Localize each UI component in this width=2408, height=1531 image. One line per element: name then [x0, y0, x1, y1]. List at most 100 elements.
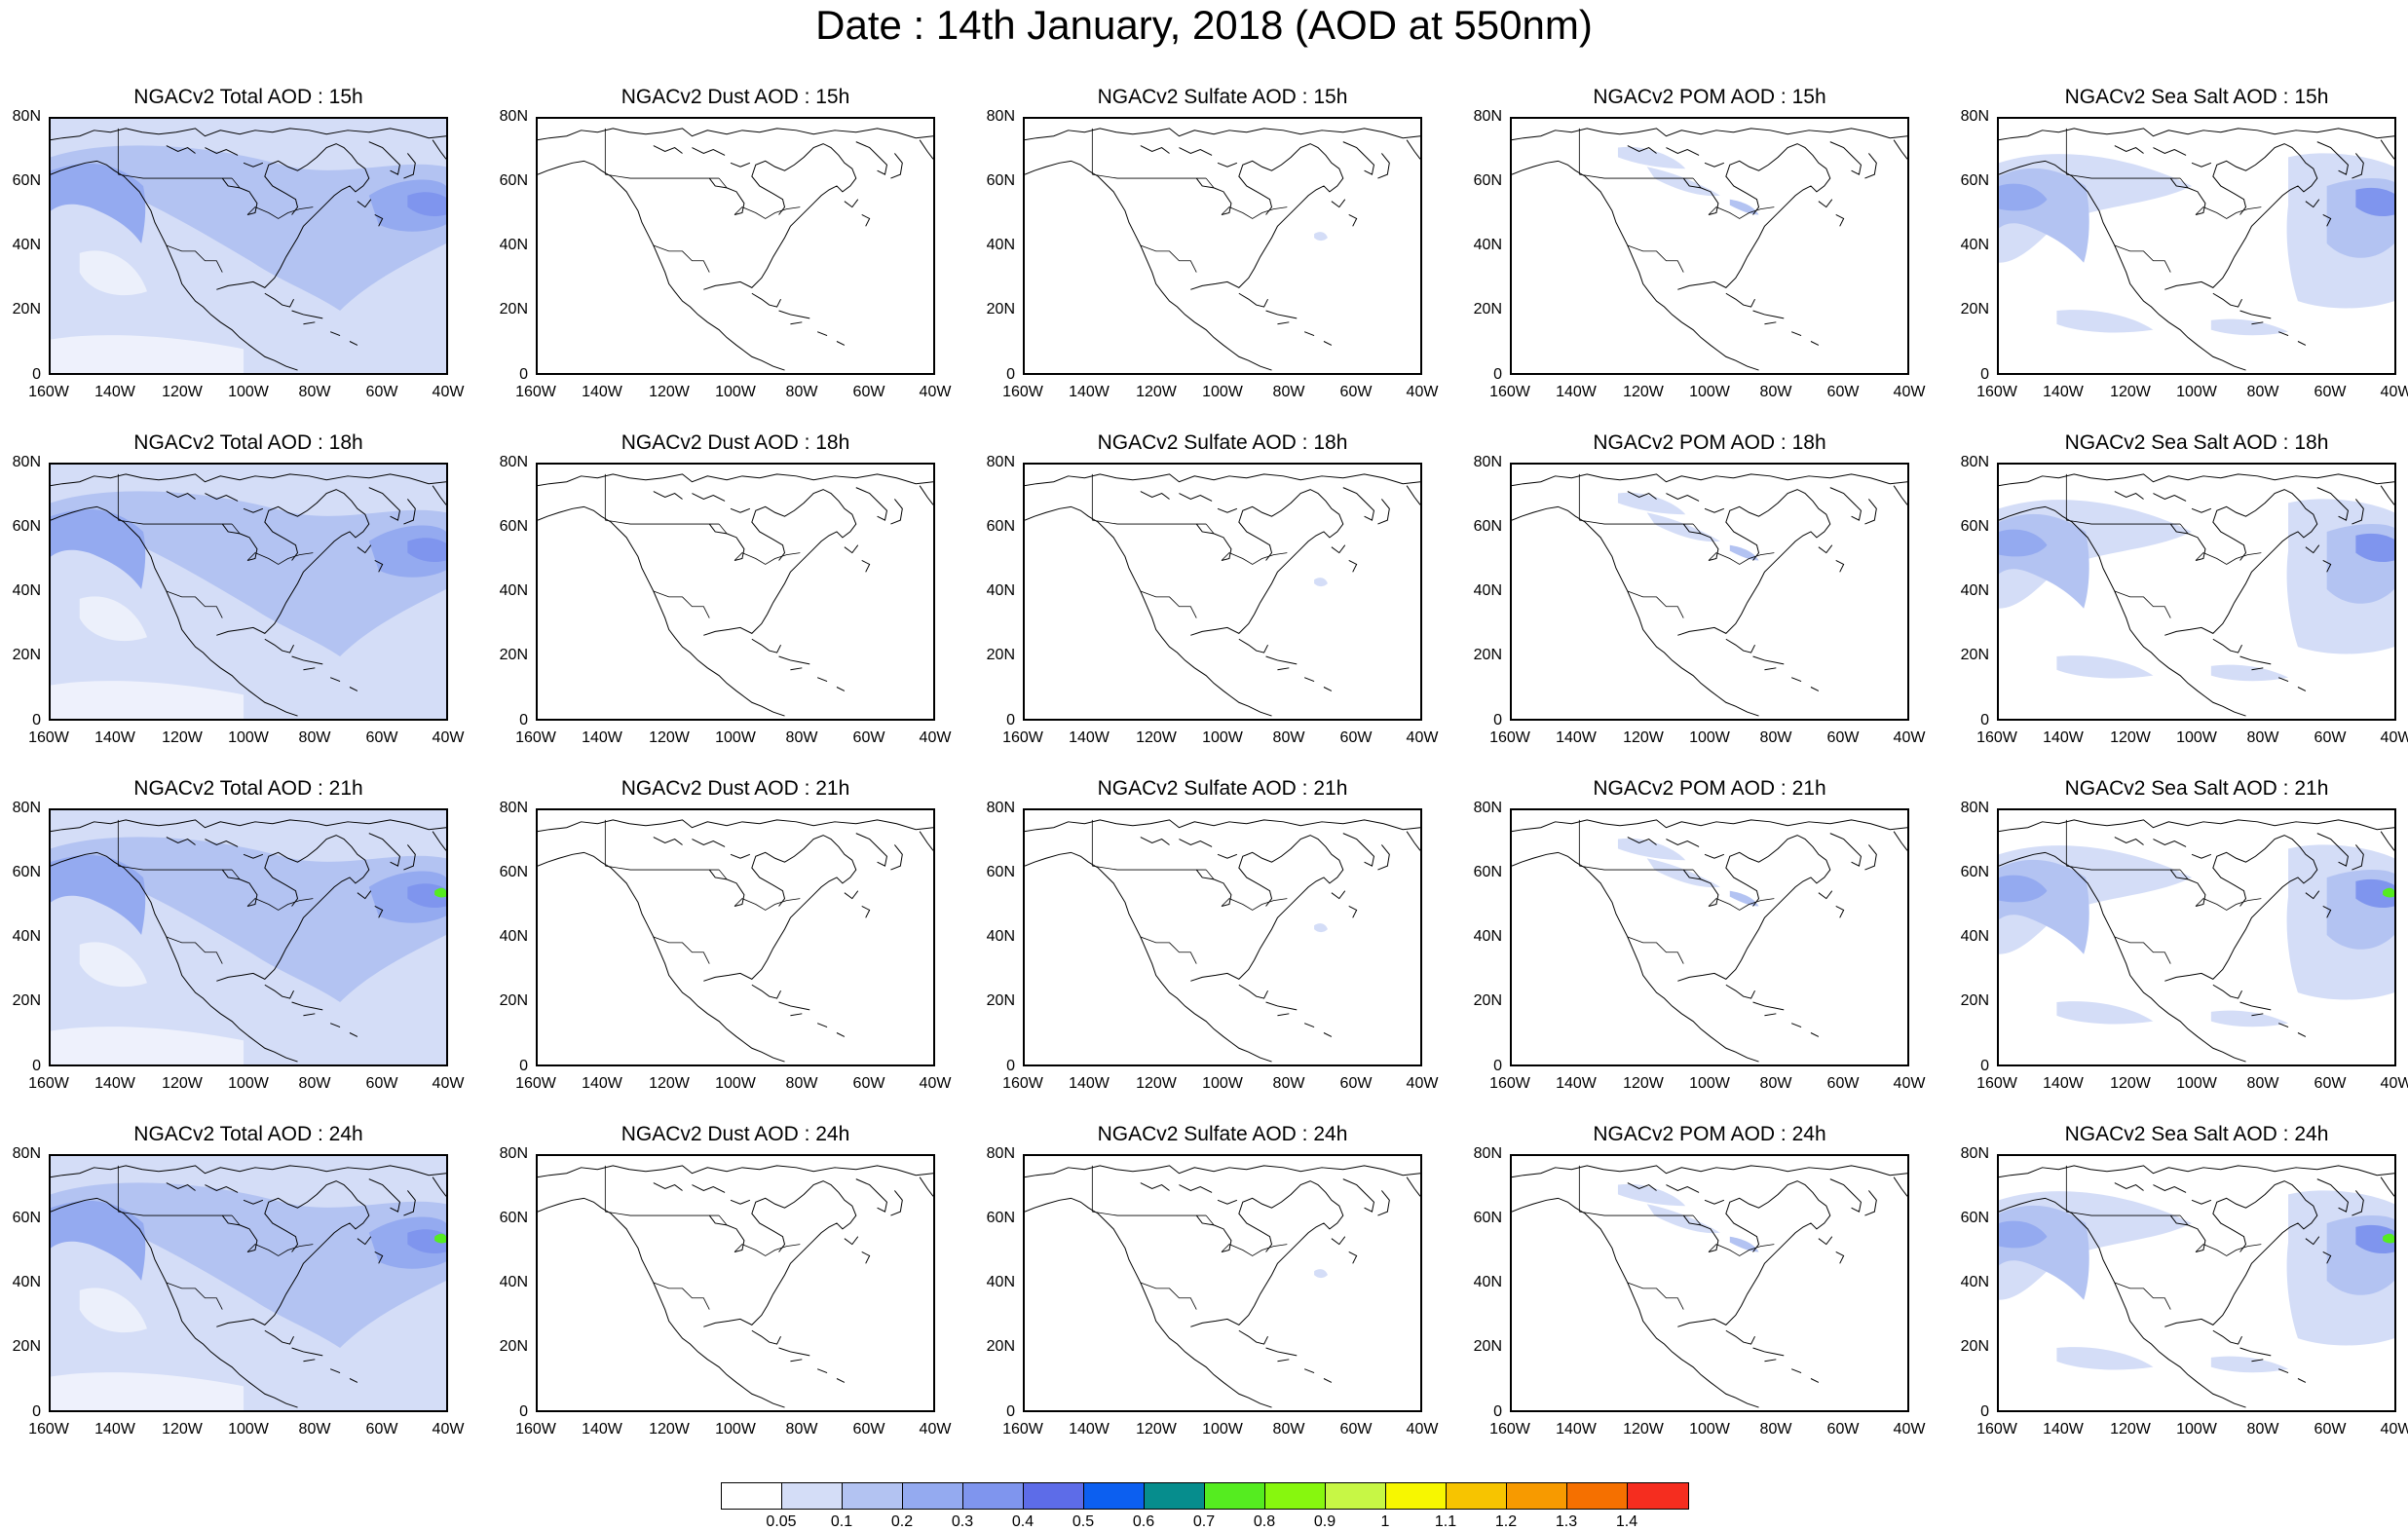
lon-tick-label: 140W: [2043, 384, 2084, 400]
lon-tick-label: 80W: [785, 1075, 818, 1092]
aod-field-map: [1999, 465, 2394, 719]
lon-tick-label: 40W: [1406, 729, 1439, 746]
lat-tick-label: 60N: [1473, 1210, 1502, 1226]
lon-tick-label: 100W: [2176, 729, 2217, 746]
colorbar-label: 0.8: [1253, 1513, 1276, 1530]
lon-tick-label: 160W: [1002, 729, 1043, 746]
lon-tick-label: 100W: [2176, 1421, 2217, 1438]
aod-contour: [51, 1372, 245, 1410]
lon-tick-label: 80W: [1759, 1075, 1792, 1092]
political-border: [2065, 128, 2262, 273]
lon-tick-label: 60W: [852, 1421, 885, 1438]
coastline: [1999, 128, 2394, 371]
aod-contour: [407, 192, 446, 217]
lon-tick-label: 140W: [582, 384, 622, 400]
aod-contour: [1999, 1220, 2048, 1249]
map-plot: [1997, 808, 2396, 1066]
lon-tick-label: 80W: [1759, 729, 1792, 746]
lat-tick-label: 40N: [499, 1274, 528, 1290]
aod-contour: [1617, 492, 1686, 515]
lat-tick-label: 20N: [1473, 647, 1502, 663]
lon-tick-label: 60W: [852, 729, 885, 746]
lat-tick-label: 0: [1980, 1403, 1989, 1420]
lon-tick-label: 120W: [162, 1421, 203, 1438]
lon-tick-label: 100W: [1202, 384, 1243, 400]
aod-field-map: [51, 1156, 446, 1410]
lat-tick-label: 40N: [986, 237, 1015, 253]
aod-contour: [79, 596, 148, 642]
lon-tick-label: 100W: [2176, 384, 2217, 400]
lon-tick-label: 120W: [1136, 729, 1177, 746]
colorbar-swatch: [1265, 1483, 1326, 1509]
map-panel-seasalt-18h: NGACv2 Sea Salt AOD : 18h 80N 60N 40N 20N 0 16…: [1948, 431, 2408, 772]
lon-tick-label: 60W: [365, 729, 398, 746]
colorbar-swatch: [1084, 1483, 1145, 1509]
lat-tick-label: 20N: [986, 301, 1015, 317]
lon-tick-label: 40W: [1406, 1075, 1439, 1092]
colorbar-label: 0.6: [1132, 1513, 1155, 1530]
aod-contour: [2056, 1001, 2154, 1025]
aod-contour: [51, 854, 146, 936]
colorbar-label: 1: [1380, 1513, 1390, 1530]
lon-tick-label: 80W: [2246, 729, 2279, 746]
aod-field-map: [1025, 1165, 1420, 1408]
lon-tick-label: 120W: [2110, 1075, 2151, 1092]
aod-contour: [51, 1200, 146, 1282]
lat-tick-label: 80N: [1473, 1145, 1502, 1162]
aod-contour: [79, 1288, 148, 1333]
lat-tick-label: 60N: [1473, 172, 1502, 189]
map-panel-seasalt-15h: NGACv2 Sea Salt AOD : 15h 80N 60N 40N 20N 0 16…: [1948, 86, 2408, 427]
coastline: [1025, 473, 1420, 717]
lat-tick-label: 20N: [1473, 992, 1502, 1009]
lat-tick-label: 60N: [1960, 518, 1989, 535]
aod-contour: [2355, 1224, 2394, 1254]
lat-tick-label: 60N: [1473, 518, 1502, 535]
political-border: [1091, 128, 1288, 273]
aod-contour: [2210, 664, 2289, 682]
aod-field-map: [1025, 819, 1420, 1063]
lon-tick-label: 80W: [298, 1075, 331, 1092]
lon-tick-label: 160W: [28, 1421, 69, 1438]
lon-tick-label: 60W: [1339, 1075, 1373, 1092]
lon-tick-label: 80W: [1272, 1421, 1305, 1438]
lat-tick-label: 0: [32, 1058, 41, 1074]
lon-tick-label: 140W: [1069, 384, 1110, 400]
lon-tick-label: 120W: [162, 384, 203, 400]
lon-tick-label: 160W: [1489, 384, 1530, 400]
lon-tick-label: 140W: [582, 729, 622, 746]
map-panel-total-21h: NGACv2 Total AOD : 21h 80N 60N 40N 20N 0 160W 1…: [0, 777, 492, 1118]
aod-contour: [51, 681, 245, 719]
coastline: [51, 819, 446, 1063]
lat-tick-label: 60N: [12, 864, 41, 880]
map-panel-pom-15h: NGACv2 POM AOD : 15h 80N 60N 40N 20N 0 160W 140…: [1461, 86, 1953, 427]
lat-tick-label: 80N: [986, 1145, 1015, 1162]
lat-tick-label: 60N: [12, 518, 41, 535]
lat-tick-label: 60N: [986, 172, 1015, 189]
aod-contour: [79, 942, 148, 988]
lon-tick-label: 100W: [228, 1421, 269, 1438]
colorbar-swatch: [782, 1483, 843, 1509]
lon-tick-label: 120W: [649, 384, 690, 400]
aod-contour: [2056, 1347, 2154, 1370]
lat-tick-label: 80N: [12, 454, 41, 470]
lon-tick-label: 40W: [432, 384, 465, 400]
lon-tick-label: 80W: [2246, 384, 2279, 400]
panel-title: NGACv2 Sea Salt AOD : 21h: [2064, 777, 2329, 800]
lon-tick-label: 140W: [1069, 1421, 1110, 1438]
colorbar-swatch: [1326, 1483, 1386, 1509]
coastline: [1512, 1165, 1907, 1408]
lat-tick-label: 80N: [986, 454, 1015, 470]
colorbar-label: 0.3: [951, 1513, 974, 1530]
coastline: [1512, 128, 1907, 371]
lat-tick-label: 60N: [12, 172, 41, 189]
coastline: [1025, 128, 1420, 371]
aod-field-map: [538, 473, 933, 717]
lat-tick-label: 0: [519, 366, 528, 383]
lon-tick-label: 40W: [2380, 1421, 2408, 1438]
panel-title: NGACv2 POM AOD : 24h: [1593, 1123, 1826, 1145]
political-border: [604, 128, 801, 273]
colorbar-label: 0.4: [1011, 1513, 1035, 1530]
aod-field-map: [1512, 1165, 1907, 1408]
lon-tick-label: 80W: [1759, 384, 1792, 400]
coastline: [51, 1165, 446, 1408]
